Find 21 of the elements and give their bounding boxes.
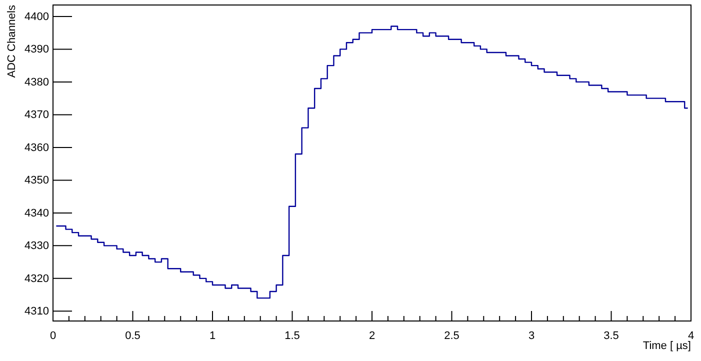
y-tick-label: 4340	[24, 207, 49, 220]
x-tick-label: 1	[209, 330, 216, 342]
x-tick-label: 0.5	[125, 330, 140, 342]
x-tick-label: 2.5	[444, 330, 460, 342]
x-tick-label: 3	[528, 330, 535, 342]
x-tick-label: 4	[688, 330, 694, 342]
y-tick-label: 4390	[24, 44, 49, 56]
x-tick-label: 1.5	[284, 330, 300, 342]
y-tick-label: 4330	[24, 240, 49, 252]
y-tick-label: 4350	[24, 174, 49, 187]
y-axis-title: ADC Channels	[6, 4, 18, 78]
x-tick-label: 3.5	[604, 330, 619, 342]
x-axis-title: Time [ µs]	[642, 340, 691, 352]
y-tick-label: 4310	[24, 306, 49, 318]
x-tick-label: 2	[368, 330, 376, 342]
y-tick-label: 4320	[24, 272, 49, 285]
y-tick-label: 4360	[24, 142, 49, 154]
x-tick-label: 0	[50, 330, 56, 342]
y-tick-label: 4380	[24, 76, 49, 88]
y-tick-label: 4370	[24, 109, 49, 122]
y-tick-label: 4400	[24, 10, 49, 23]
